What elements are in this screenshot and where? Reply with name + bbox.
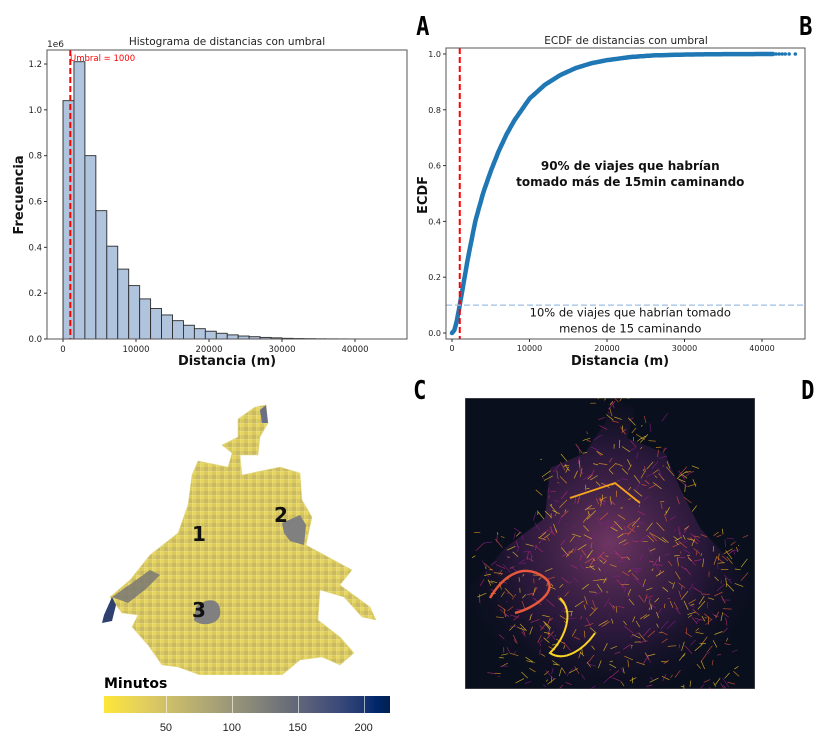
histogram-bar — [193, 328, 206, 340]
colorbar-title: Minutos — [104, 676, 168, 692]
panel-label-d: D — [801, 376, 815, 406]
network-glow — [465, 398, 755, 689]
zone-label-2: 2 — [274, 503, 288, 527]
outlying-zone — [260, 405, 268, 423]
y-tick-label: 1.0 — [28, 106, 42, 116]
colorbar-tick — [297, 696, 299, 713]
histogram-bar — [128, 285, 141, 340]
colorbar-tick-label: 150 — [288, 722, 307, 734]
x-tick-label: 20000 — [594, 344, 619, 353]
histogram-bar — [182, 324, 195, 340]
histogram-bar — [204, 330, 217, 340]
colorbar-tick-label: 50 — [159, 722, 173, 734]
x-tick-label: 0 — [449, 344, 454, 353]
histogram-bar — [84, 155, 97, 340]
colorbar-tick-label: 200 — [354, 722, 373, 734]
panel-label-c: C — [413, 376, 427, 406]
network-edge-group — [484, 398, 748, 689]
network-corridor — [548, 597, 596, 658]
x-tick-label: 30000 — [672, 344, 697, 353]
outlying-zone — [102, 597, 116, 623]
ecdf-chart: ECDF de distancias con umbral 90% de via… — [416, 35, 806, 369]
colorbar-tick-label: 100 — [222, 722, 242, 734]
city-outline — [109, 404, 377, 675]
network-edge-group — [478, 413, 740, 689]
histogram-bar — [95, 210, 108, 340]
y-multiplier-label: 1e6 — [47, 40, 64, 50]
histogram-bar — [73, 61, 86, 340]
high-time-zone-airport — [282, 515, 306, 545]
histogram-bar — [139, 298, 152, 340]
annotation-text: tomado más de 15min caminando — [516, 175, 744, 189]
network-edges — [471, 398, 749, 689]
colorbar-tick — [363, 696, 365, 713]
x-tick-label: 40000 — [749, 344, 774, 353]
x-tick-label: 30000 — [268, 345, 295, 355]
y-tick-label: 0.8 — [28, 152, 42, 162]
high-time-zone-forest — [194, 600, 221, 625]
ecdf-title: ECDF de distancias con umbral — [544, 35, 708, 47]
annotation-text: 10% de viajes que habrían tomado — [530, 305, 731, 319]
panel-label-b: B — [799, 12, 813, 42]
ecdf-curve — [449, 51, 776, 336]
travel-time-map — [102, 404, 377, 675]
network-edge-group — [475, 400, 735, 689]
x-tick-label: 0 — [60, 345, 65, 355]
colorbar-tick — [165, 696, 167, 713]
high-time-zone-west — [112, 570, 160, 603]
histogram-bar — [117, 268, 130, 340]
histogram-bar — [172, 320, 184, 340]
histogram-bar — [150, 308, 163, 340]
panel-label-a: A — [416, 12, 430, 42]
y-axis-label: Frecuencia — [12, 155, 27, 234]
x-axis-label: Distancia (m) — [571, 354, 669, 369]
ecdf-point — [783, 52, 788, 56]
x-axis-label: Distancia (m) — [178, 354, 276, 369]
histogram-bar — [226, 334, 239, 340]
y-tick-label: 0.4 — [428, 217, 441, 226]
threshold-label: Umbral = 1000 — [70, 54, 135, 64]
y-tick-label: 0.0 — [428, 329, 441, 338]
y-tick-label: 0.2 — [428, 273, 441, 282]
plot-frame — [46, 49, 408, 340]
network-corridor — [569, 481, 641, 504]
x-tick-label: 40000 — [341, 345, 368, 355]
y-tick-label: 0.0 — [28, 335, 42, 345]
histogram-bar — [161, 314, 173, 340]
x-tick-label: 20000 — [195, 345, 222, 355]
ecdf-point — [787, 52, 791, 56]
y-tick-label: 1.0 — [428, 50, 441, 59]
zone-label-3: 3 — [192, 598, 206, 622]
network-flow-map — [465, 398, 755, 689]
y-tick-label: 1.2 — [28, 60, 42, 70]
zone-label-1: 1 — [192, 522, 206, 546]
annotation-text: 90% de viajes que habrían — [541, 159, 720, 173]
y-tick-label: 0.6 — [428, 162, 441, 171]
y-tick-label: 0.2 — [28, 289, 42, 299]
histogram-title: Histograma de distancias con umbral — [129, 36, 325, 48]
colorbar — [104, 696, 390, 713]
histogram-bar — [106, 245, 119, 340]
histogram-bar — [215, 332, 228, 340]
ecdf-point — [793, 52, 798, 56]
ecdf-point — [774, 52, 778, 56]
histogram-bar — [62, 100, 75, 340]
ecdf-point — [777, 52, 781, 56]
network-corridor — [488, 569, 551, 615]
ecdf-point — [780, 52, 784, 56]
x-tick-label: 10000 — [517, 344, 542, 353]
colorbar-tick — [231, 696, 233, 713]
x-tick-label: 10000 — [122, 345, 149, 355]
plot-frame — [445, 47, 806, 340]
network-edge-group — [479, 398, 749, 685]
y-tick-label: 0.8 — [428, 106, 441, 115]
annotation-text: menos de 15 caminando — [559, 321, 701, 335]
y-axis-label: ECDF — [416, 176, 431, 214]
histogram-chart: Histograma de distancias con umbral 1e6 … — [12, 36, 408, 369]
y-tick-label: 0.6 — [28, 198, 42, 208]
y-tick-label: 0.4 — [28, 243, 42, 253]
